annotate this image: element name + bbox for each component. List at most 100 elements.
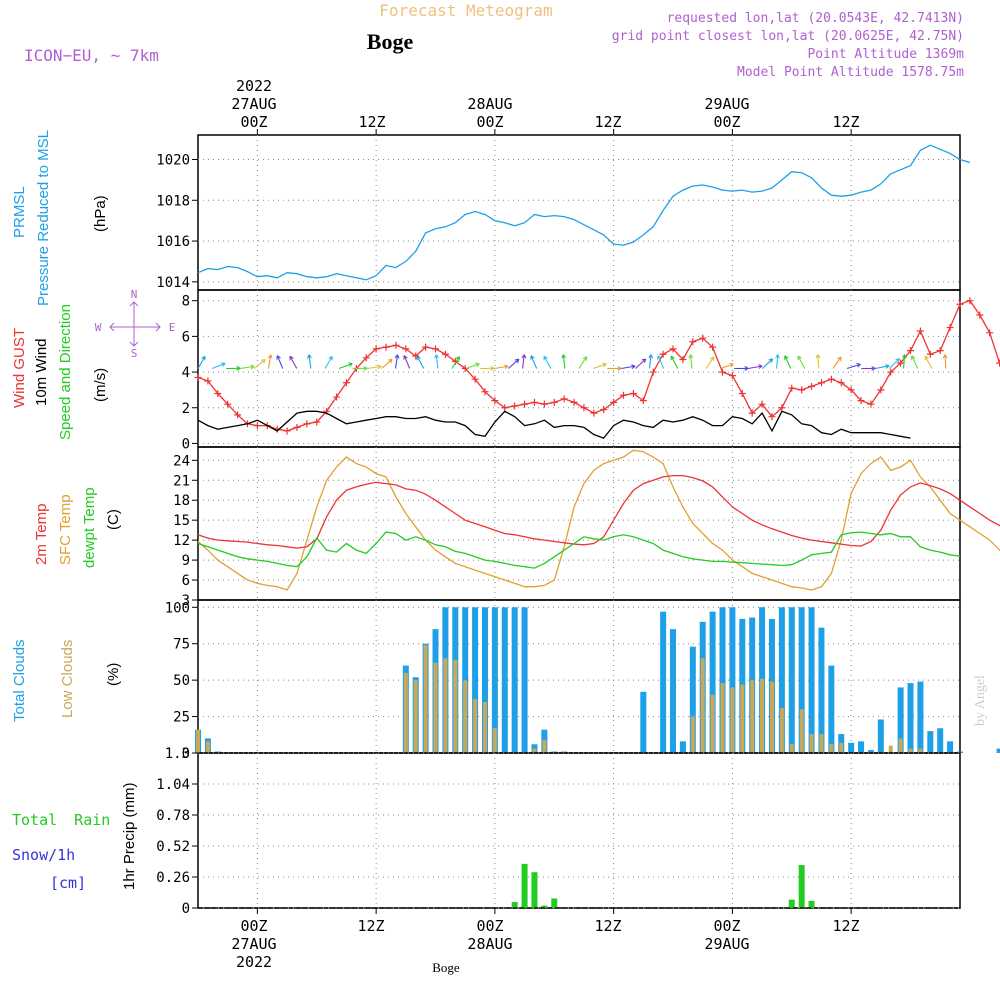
clouds-ytick-label: 0 xyxy=(182,746,190,762)
rain-bar xyxy=(531,872,538,908)
total-clouds-bar xyxy=(996,748,1000,753)
low-clouds-bar xyxy=(443,658,448,753)
temperature-ytick-label: 21 xyxy=(173,473,190,489)
pressure-ytick-label: 1018 xyxy=(156,193,190,209)
total-clouds-bar xyxy=(511,607,518,753)
bottom-day-label-1: 28AUG xyxy=(467,935,512,953)
bottom-day-label-2: 29AUG xyxy=(704,935,749,953)
gust-line-point xyxy=(887,368,895,376)
top-hour-label-1: 00Z xyxy=(476,113,503,131)
gust-line-point xyxy=(412,352,420,360)
top-time-axis: 2022 27AUG 00Z 28AUG 00Z 29AUG 00Z 12Z 1… xyxy=(231,77,859,131)
sfc-temp-line xyxy=(197,449,1000,591)
wind-direction-arrowhead xyxy=(403,355,408,360)
gust-line-point xyxy=(946,323,954,331)
low-clouds-bar xyxy=(730,687,735,753)
gust-line-point xyxy=(649,368,657,376)
low-clouds-bar xyxy=(829,744,834,753)
wind-direction-arrowhead xyxy=(394,354,400,359)
gust-line-point xyxy=(422,343,430,351)
low-clouds-bar xyxy=(423,645,428,753)
gust-line-point xyxy=(441,350,449,358)
gust-line-point xyxy=(204,377,212,385)
total-clouds-bar xyxy=(858,741,865,753)
total-clouds-bar xyxy=(867,750,874,753)
gust-line-point xyxy=(481,388,489,396)
wind-direction-arrowhead xyxy=(521,354,527,359)
low-clouds-bar xyxy=(492,728,497,753)
gust-line-point xyxy=(570,398,578,406)
wind-direction-arrowhead xyxy=(617,366,622,371)
gust-line-point xyxy=(718,368,726,376)
wind-direction-arrowhead xyxy=(475,362,480,368)
wind-direction-arrowhead xyxy=(797,355,802,361)
wind-direction-arrowhead xyxy=(504,364,509,370)
wind-direction-arrow xyxy=(776,354,779,369)
top-noon-label-0: 12Z xyxy=(358,113,385,131)
rain-bar xyxy=(798,865,805,908)
wind-direction-arrowhead xyxy=(561,354,567,359)
dewpt-line xyxy=(197,531,961,569)
gust-line-point xyxy=(540,400,548,408)
gust-line-point xyxy=(976,311,984,319)
gust-line-point xyxy=(253,422,261,430)
chart-panels: 1014101610181020024683691215182124025507… xyxy=(156,129,1000,917)
clouds-unit: (%) xyxy=(105,663,122,686)
wind-direction-arrow xyxy=(254,359,266,369)
total-clouds-bar xyxy=(917,681,924,753)
wind-ytick-label: 0 xyxy=(182,436,190,452)
wind-direction-arrow xyxy=(635,358,647,369)
gust-line-point xyxy=(214,389,222,397)
wind-dir-label: Speed and Direction xyxy=(57,304,74,440)
total-clouds-bar xyxy=(848,742,855,753)
low-clouds-label: Low Clouds xyxy=(59,640,76,718)
gust-line-point xyxy=(224,400,232,408)
total-clouds-bar xyxy=(937,728,944,753)
top-noon-label-2: 12Z xyxy=(832,113,859,131)
gust-line-point xyxy=(669,345,677,353)
total-clouds-bar xyxy=(927,731,934,753)
wind-direction-arrowhead xyxy=(221,362,226,367)
wind-direction-arrow xyxy=(324,356,333,369)
sfc-temp-label: SFC Temp xyxy=(57,494,74,565)
wind10m-line xyxy=(197,410,911,439)
gust-line-point xyxy=(392,341,400,349)
wind-direction-arrowhead xyxy=(348,362,353,367)
temp-unit: (C) xyxy=(105,509,122,530)
wind-panel-labels: Wind GUST 10m Wind Speed and Direction (… xyxy=(11,288,175,440)
gust-line-point xyxy=(293,423,301,431)
wind-direction-arrowhead xyxy=(815,354,821,359)
clouds-ytick-label: 25 xyxy=(173,710,190,726)
temp2m-line xyxy=(197,474,1000,549)
gust-line-point xyxy=(817,379,825,387)
wind-direction-arrow xyxy=(268,354,272,369)
gust-line-point xyxy=(728,372,736,380)
low-clouds-bar xyxy=(740,684,745,753)
wind-direction-arrowhead xyxy=(250,364,255,370)
gust-line-point xyxy=(709,343,717,351)
wind-direction-arrowhead xyxy=(514,358,520,364)
precip-ytick-label: 0.26 xyxy=(156,870,190,886)
gust-line-point xyxy=(778,404,786,412)
gust-line-point xyxy=(689,338,697,346)
total-clouds-bar xyxy=(531,744,538,753)
total-clouds-bar xyxy=(501,607,508,753)
low-clouds-bar xyxy=(482,702,487,753)
total-clouds-bar xyxy=(481,607,488,753)
top-hour-label-2: 00Z xyxy=(713,113,740,131)
wind-direction-arrow xyxy=(435,354,439,369)
gust-line-point xyxy=(699,334,707,342)
compass-north: N xyxy=(131,288,138,301)
wind-direction-arrow xyxy=(578,356,588,369)
bottom-hour-label-1: 12Z xyxy=(357,917,384,935)
low-clouds-bar xyxy=(690,716,695,753)
gust-line-point xyxy=(907,347,915,355)
wind-direction-arrowhead xyxy=(885,364,890,369)
low-clouds-bar xyxy=(799,709,804,753)
pressure-line xyxy=(197,144,971,281)
compass-arrows xyxy=(109,301,161,347)
wind-direction-arrow xyxy=(889,358,900,369)
low-clouds-bar xyxy=(839,742,844,753)
top-noon-label-1: 12Z xyxy=(594,113,621,131)
pressure-ytick-label: 1014 xyxy=(156,275,190,291)
